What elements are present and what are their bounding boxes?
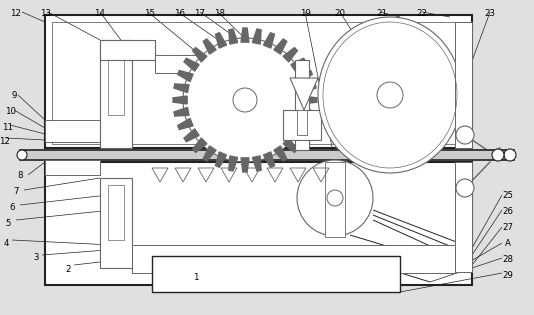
- Polygon shape: [229, 29, 238, 44]
- Polygon shape: [274, 146, 287, 161]
- Text: 15: 15: [145, 9, 155, 18]
- Text: 29: 29: [502, 272, 513, 280]
- Bar: [152, 256, 400, 292]
- Text: 6: 6: [9, 203, 15, 211]
- Circle shape: [456, 126, 474, 144]
- Polygon shape: [229, 156, 238, 171]
- Polygon shape: [203, 39, 216, 54]
- Bar: [155, 55, 250, 73]
- Text: 28: 28: [502, 255, 514, 265]
- Circle shape: [183, 38, 307, 162]
- Polygon shape: [241, 28, 249, 42]
- Polygon shape: [203, 146, 216, 161]
- Bar: [325, 162, 345, 237]
- Polygon shape: [291, 58, 306, 71]
- Text: 1: 1: [193, 273, 199, 283]
- Text: 8: 8: [17, 170, 23, 180]
- Bar: [455, 22, 472, 148]
- Text: 18: 18: [215, 9, 225, 18]
- Text: 21: 21: [376, 9, 388, 18]
- Text: 22: 22: [417, 9, 428, 18]
- Text: 7: 7: [13, 186, 19, 196]
- Polygon shape: [193, 48, 207, 62]
- Text: 25: 25: [502, 191, 514, 199]
- Bar: [455, 162, 472, 272]
- Polygon shape: [283, 48, 297, 62]
- Polygon shape: [263, 152, 274, 167]
- Polygon shape: [263, 33, 274, 48]
- Circle shape: [233, 88, 257, 112]
- Polygon shape: [241, 158, 249, 172]
- Circle shape: [504, 149, 516, 161]
- Bar: [100, 40, 132, 148]
- Polygon shape: [253, 156, 261, 171]
- Text: 10: 10: [5, 107, 17, 117]
- Polygon shape: [193, 138, 207, 152]
- Text: 23: 23: [484, 9, 496, 18]
- Ellipse shape: [318, 17, 462, 173]
- Bar: [297, 110, 307, 135]
- Polygon shape: [301, 84, 316, 93]
- Text: 11: 11: [3, 123, 13, 131]
- Text: 12: 12: [0, 138, 11, 146]
- Bar: [45, 160, 100, 175]
- Polygon shape: [174, 84, 189, 93]
- Polygon shape: [174, 107, 189, 116]
- Text: 26: 26: [502, 207, 514, 215]
- Circle shape: [297, 160, 373, 236]
- Bar: [283, 110, 321, 140]
- Polygon shape: [283, 138, 297, 152]
- Polygon shape: [184, 129, 199, 142]
- Text: 12: 12: [11, 9, 21, 18]
- Bar: [100, 40, 155, 60]
- Text: 16: 16: [175, 9, 185, 18]
- Polygon shape: [303, 96, 317, 104]
- Polygon shape: [290, 78, 318, 110]
- Text: 4: 4: [3, 238, 9, 248]
- Circle shape: [492, 149, 504, 161]
- Polygon shape: [173, 96, 187, 104]
- Polygon shape: [216, 33, 226, 48]
- Polygon shape: [184, 58, 199, 71]
- Bar: [45, 120, 100, 142]
- Polygon shape: [301, 107, 316, 116]
- Polygon shape: [253, 29, 261, 44]
- Circle shape: [377, 82, 403, 108]
- Bar: [100, 178, 132, 268]
- Text: 20: 20: [334, 9, 345, 18]
- Text: 14: 14: [95, 9, 106, 18]
- Polygon shape: [178, 71, 193, 82]
- Text: 13: 13: [41, 9, 51, 18]
- Bar: [108, 60, 124, 115]
- Text: 27: 27: [502, 224, 514, 232]
- Text: 19: 19: [300, 9, 310, 18]
- Polygon shape: [178, 118, 193, 129]
- Text: 2: 2: [65, 265, 70, 273]
- Polygon shape: [216, 152, 226, 167]
- Bar: [108, 185, 124, 240]
- Polygon shape: [274, 39, 287, 54]
- Bar: [20, 150, 514, 160]
- Circle shape: [327, 190, 343, 206]
- Text: A: A: [505, 239, 511, 249]
- Polygon shape: [297, 71, 312, 82]
- Bar: [52, 22, 464, 144]
- Circle shape: [17, 150, 27, 160]
- Bar: [295, 60, 309, 150]
- Text: 5: 5: [5, 219, 11, 227]
- Polygon shape: [291, 129, 306, 142]
- Text: 3: 3: [33, 254, 39, 262]
- Text: 17: 17: [194, 9, 206, 18]
- Bar: [45, 162, 472, 285]
- Bar: [132, 245, 455, 273]
- Text: 9: 9: [11, 91, 17, 100]
- Bar: [45, 15, 472, 148]
- Polygon shape: [297, 118, 312, 129]
- Circle shape: [456, 179, 474, 197]
